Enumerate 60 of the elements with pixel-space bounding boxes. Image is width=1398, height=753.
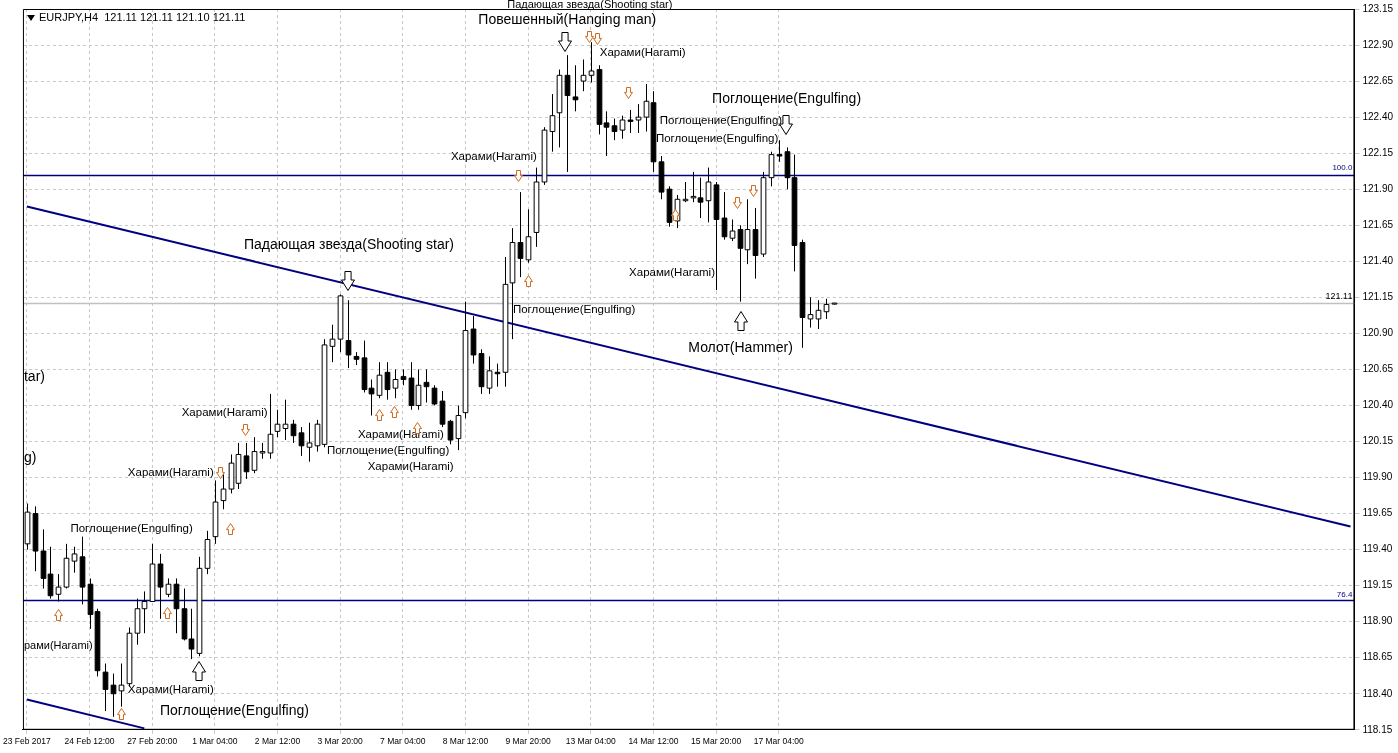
y-tick-label: 121.15 [1362,291,1394,303]
annotation: Харами(Harami) [450,150,537,163]
y-tick-label: 120.40 [1362,399,1394,411]
annotation: 76.4 [1336,590,1353,600]
y-tick-label: 119.40 [1362,543,1393,555]
y-tick-label: 121.40 [1362,255,1394,267]
y-tick-label: 120.65 [1362,363,1394,375]
annotation: tar) [23,367,45,384]
y-tick-label: 119.90 [1362,471,1393,483]
y-tick-label: 122.65 [1362,74,1394,86]
y-tick-label: 118.90 [1362,615,1393,627]
annotation: Харами(Harami) [127,683,214,696]
y-tick-label: 118.40 [1362,687,1393,699]
y-tick-label: 119.65 [1362,507,1393,519]
x-tick-label: 8 Mar 12:00 [442,736,489,747]
y-tick-label: 122.90 [1362,38,1394,50]
annotation: Поглощение(Engulfing) [655,131,779,144]
annotation: Поглощение(Engulfing) [512,303,636,316]
annotation: 100.0 [1332,163,1353,173]
annotation: Харами(Harami) [181,405,268,418]
y-tick-label: 122.40 [1362,110,1394,122]
annotation: Поглощение(Engulfing) [70,522,193,535]
x-tick-label: 2 Mar 12:00 [254,736,301,747]
annotation: Поглощение(Engulfing) [659,113,783,126]
annotation: Молот(Hammer) [688,339,793,356]
annotation: Поглощение(Engulfing) [326,444,450,457]
x-tick-label: 13 Mar 04:00 [565,736,617,747]
y-tick-label: 122.15 [1362,146,1394,158]
x-tick-label: 9 Mar 20:00 [505,736,552,747]
annotation: Харами(Harami) [367,460,454,473]
y-tick-label: 118.15 [1362,723,1393,735]
annotation: Падающая звезда(Shooting star) [243,236,455,253]
y-tick-label: 120.15 [1362,435,1394,447]
y-tick-label: 123.15 [1362,2,1394,14]
x-tick-label: 1 Mar 04:00 [192,736,238,747]
x-tick-label: 23 Feb 2017 [3,736,52,747]
annotation: Харами(Harami) [127,466,214,479]
annotation: g) [23,448,37,465]
annotation: рами(Harami) [23,638,93,651]
y-tick-label: 119.15 [1362,579,1393,591]
x-tick-label: 27 Feb 20:00 [127,736,178,747]
x-tick-label: 15 Mar 20:00 [691,736,742,747]
x-tick-label: 3 Mar 20:00 [317,736,364,747]
y-tick-label: 118.65 [1362,651,1393,663]
annotation: Харами(Harami) [629,265,716,278]
x-tick-label: 14 Mar 12:00 [628,736,679,747]
chart-title: EURJPY,H4 121.11 121.11 121.10 121.11 [38,11,246,24]
x-tick-label: 24 Feb 12:00 [64,736,115,747]
annotation: Харами(Harami) [357,427,444,440]
y-tick-label: 121.90 [1362,182,1394,194]
y-tick-label: 120.90 [1362,327,1394,339]
ref-line-label: 121.11 [1325,291,1353,302]
annotation: Падающая звезда(Shooting star) [507,0,673,10]
x-tick-label: 17 Mar 04:00 [753,736,805,747]
x-tick-label: 7 Mar 04:00 [380,736,426,747]
annotation: Харами(Harami) [599,45,686,58]
annotation: Поглощение(Engulfing) [712,90,862,107]
annotation: Повешенный(Hanging man) [478,11,657,28]
y-tick-label: 121.65 [1362,218,1394,230]
annotation: Поглощение(Engulfing) [159,702,309,719]
